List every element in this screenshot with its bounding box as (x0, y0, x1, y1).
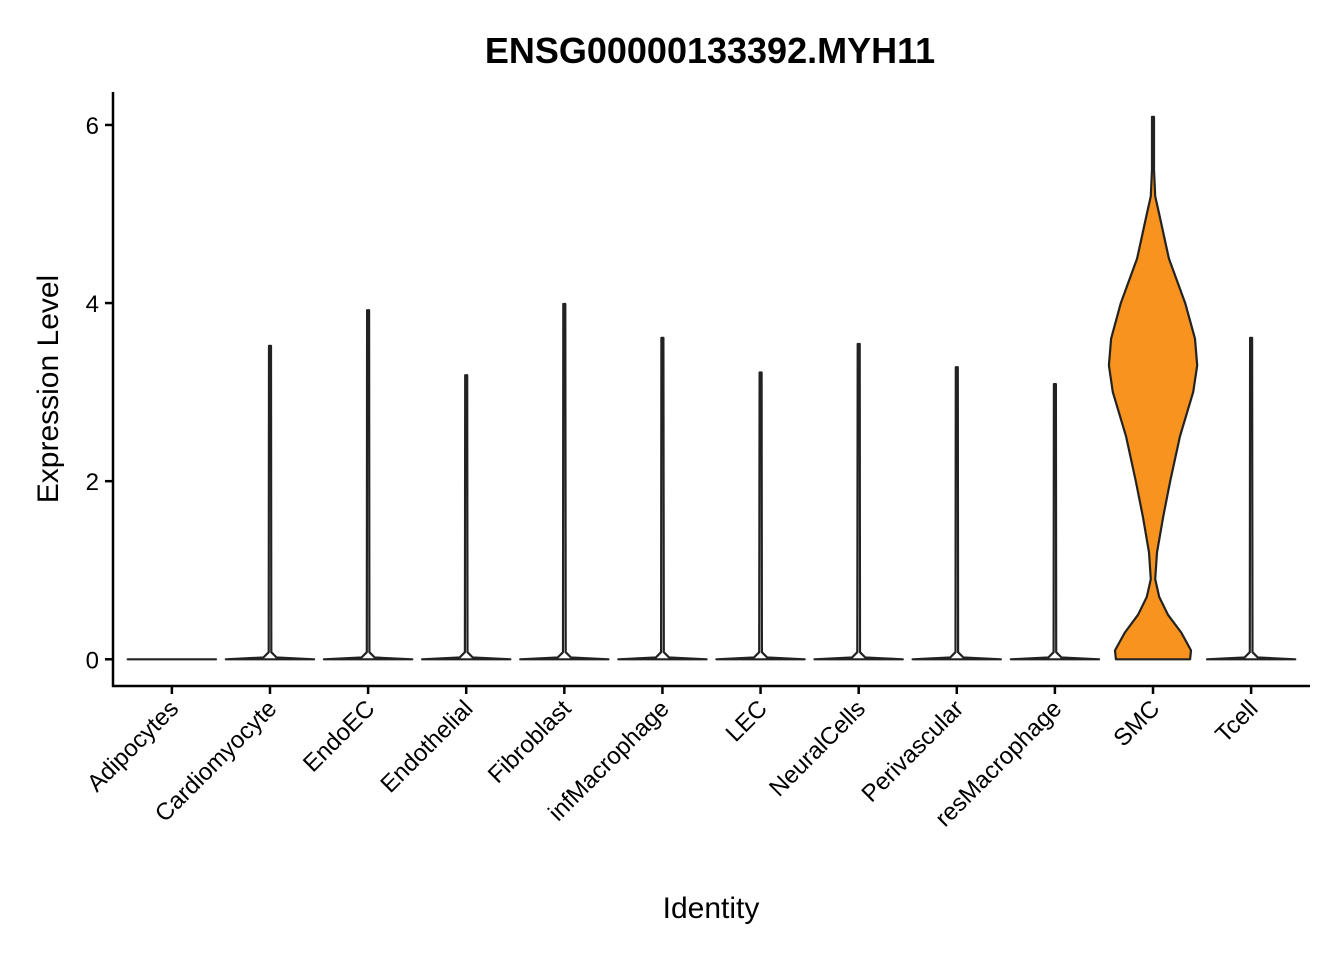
x-tick-label: EndoEC (298, 695, 380, 777)
chart-title: ENSG00000133392.MYH11 (485, 30, 935, 71)
x-tick-label: Adipocytes (82, 695, 184, 797)
violin (813, 342, 904, 661)
y-tick-label: 0 (86, 647, 99, 674)
x-tick-label: SMC (1108, 695, 1165, 752)
violin (322, 309, 414, 661)
violin (911, 366, 1002, 661)
violin (617, 336, 708, 661)
x-tick-label: NeuralCells (764, 695, 871, 802)
violin (1205, 336, 1297, 661)
violin (224, 344, 316, 661)
violin (519, 302, 610, 661)
violin (1107, 115, 1199, 661)
x-tick-label: Fibroblast (483, 695, 577, 789)
x-tick-label: Tcell (1210, 695, 1263, 748)
x-tick-label: LEC (721, 695, 773, 747)
x-axis-title: Identity (663, 892, 760, 925)
violin (1009, 383, 1101, 661)
y-tick-label: 6 (86, 113, 99, 140)
violin (421, 374, 512, 661)
y-tick-label: 2 (86, 469, 99, 496)
x-tick-label: Endothelial (375, 695, 478, 798)
y-tick-label: 4 (86, 291, 99, 318)
violin (715, 371, 806, 661)
y-axis-title: Expression Level (32, 275, 65, 503)
